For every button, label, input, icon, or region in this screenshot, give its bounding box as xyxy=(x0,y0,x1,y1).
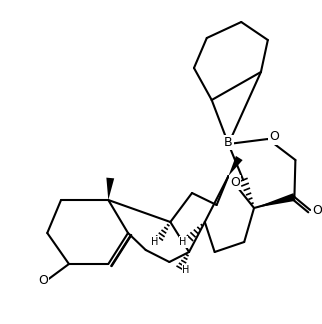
Text: O: O xyxy=(231,176,240,189)
Polygon shape xyxy=(228,156,243,176)
Text: H: H xyxy=(183,265,190,275)
Polygon shape xyxy=(106,178,114,200)
Text: H: H xyxy=(179,237,187,247)
Text: O: O xyxy=(269,131,279,144)
Text: O: O xyxy=(312,203,322,216)
Polygon shape xyxy=(254,193,296,208)
Text: B: B xyxy=(224,135,233,148)
Text: O: O xyxy=(38,273,48,286)
Text: H: H xyxy=(151,237,158,247)
